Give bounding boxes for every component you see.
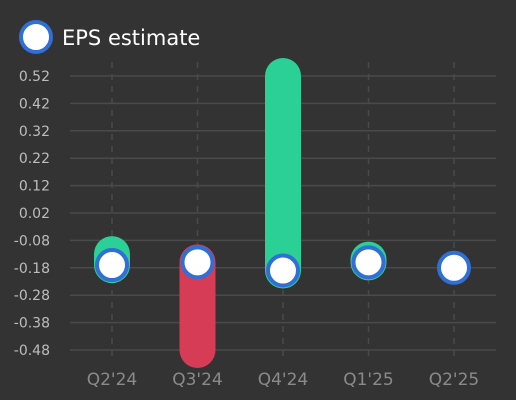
y-tick-label: 0.22 [19,151,50,167]
y-tick-label: -0.38 [14,316,50,332]
x-tick-label: Q2'24 [87,370,138,390]
y-tick-label: 0.42 [19,96,50,112]
estimate-point[interactable] [95,248,129,283]
y-axis-ticks: 0.52 0.42 0.32 0.22 0.12 0.02 -0.08 -0.18 -0.28 -… [14,69,50,359]
y-tick-label: -0.08 [14,233,50,249]
x-tick-label: Q2'25 [429,370,480,390]
x-tick-label: Q3'24 [172,370,223,390]
legend-marker [19,20,53,54]
estimate-point[interactable] [351,245,386,280]
estimate-point[interactable] [180,245,215,280]
x-axis-ticks: Q2'24 Q3'24 Q4'24 Q1'25 Q2'25 [87,370,480,390]
x-tick-label: Q1'25 [343,370,394,390]
estimate-point[interactable] [437,250,471,285]
y-tick-label: 0.32 [19,124,50,140]
y-tick-label: -0.28 [14,288,50,304]
actual-bar[interactable] [265,58,301,289]
y-tick-label: -0.18 [14,261,50,277]
legend[interactable]: EPS estimate [19,20,200,54]
x-tick-label: Q4'24 [258,370,309,390]
estimate-points [95,245,471,288]
y-tick-label: 0.02 [19,206,50,222]
legend-label: EPS estimate [62,26,200,50]
estimate-point[interactable] [266,253,300,288]
y-tick-label: 0.52 [19,69,50,85]
y-tick-label: -0.48 [14,343,50,359]
y-tick-label: 0.12 [19,179,50,195]
